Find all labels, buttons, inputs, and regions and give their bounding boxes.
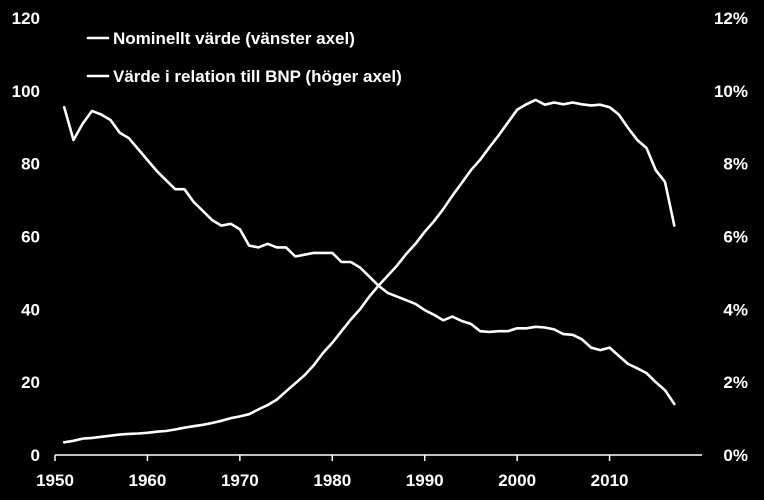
legend-label-nominal: Nominellt värde (vänster axel) (113, 29, 355, 48)
y-left-tick-label: 0 (31, 446, 40, 465)
y-left-tick-label: 80 (21, 155, 40, 174)
y-right-tick-label: 0% (723, 446, 748, 465)
y-left-tick-label: 40 (21, 300, 40, 319)
y-right-tick-labels: 0% 2% 4% 6% 8% 10% 12% (714, 9, 748, 465)
legend-label-gdp-ratio: Värde i relation till BNP (höger axel) (113, 67, 402, 86)
y-right-tick-label: 6% (723, 228, 748, 247)
x-tick-label: 1950 (36, 471, 74, 490)
x-tick-label: 2000 (498, 471, 536, 490)
x-tick-label: 1980 (313, 471, 351, 490)
y-left-tick-label: 120 (12, 9, 40, 28)
y-left-tick-label: 20 (21, 373, 40, 392)
y-right-tick-label: 10% (714, 82, 748, 101)
y-left-tick-labels: 0 20 40 60 80 100 120 (12, 9, 40, 465)
y-right-tick-label: 12% (714, 9, 748, 28)
legend: Nominellt värde (vänster axel) Värde i r… (86, 29, 402, 86)
y-right-tick-label: 2% (723, 373, 748, 392)
x-tick-label: 1960 (129, 471, 167, 490)
x-tick-labels: 1950 1960 1970 1980 1990 2000 2010 (36, 471, 628, 490)
series-line-nominal (62, 98, 676, 444)
y-left-tick-label: 60 (21, 228, 40, 247)
series-lines (62, 98, 676, 444)
x-tick-label: 2010 (591, 471, 629, 490)
x-tick-label: 1990 (406, 471, 444, 490)
y-right-tick-label: 8% (723, 155, 748, 174)
y-right-tick-label: 4% (723, 300, 748, 319)
x-tick-label: 1970 (221, 471, 259, 490)
series-line-gdp-ratio (62, 105, 676, 406)
y-left-tick-label: 100 (12, 82, 40, 101)
x-tick-marks (54, 455, 611, 461)
